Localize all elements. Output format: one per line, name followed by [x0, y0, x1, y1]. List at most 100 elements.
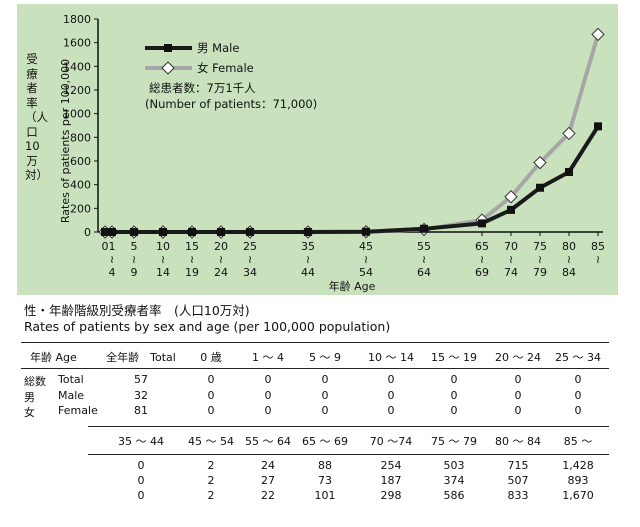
row-label-jp: 男	[24, 391, 35, 404]
table-cell: 0	[207, 389, 215, 402]
row-label-en: Female	[58, 404, 98, 417]
legend-marker-male	[164, 44, 172, 52]
col-header-age: 年齢 Age	[30, 351, 77, 364]
row-label-jp: 女	[24, 406, 35, 419]
y-tick-label: 1800	[63, 13, 91, 26]
table-cell: 893	[567, 474, 589, 487]
point-male	[536, 183, 544, 192]
table-title-en: Rates of patients by sex and age (per 10…	[24, 319, 391, 334]
table-cell: 0	[387, 389, 395, 402]
x-tick-label: 55	[417, 240, 431, 253]
point-female	[504, 190, 518, 204]
point-male	[188, 228, 196, 236]
table-cell: 187	[380, 474, 402, 487]
x-tick-label-end: 34	[243, 266, 257, 279]
point-male	[159, 228, 167, 236]
table-cell: 2	[207, 489, 215, 502]
table-cell: 57	[134, 373, 148, 386]
col-header: 45 ～ 54	[188, 435, 234, 448]
table-cell: 0	[450, 404, 458, 417]
x-tick-label-end: 54	[359, 266, 373, 279]
point-female	[562, 126, 576, 141]
table-cell: 27	[261, 474, 275, 487]
x-tick-range-mark: ≀	[219, 253, 223, 266]
x-axis-label: 年齢 Age	[329, 279, 376, 293]
table-cell: 1,428	[562, 459, 594, 472]
col-header: 1 ～ 4	[252, 351, 284, 364]
col-header: 70 ～74	[369, 435, 413, 448]
y-axis-label-en: Rates of patients per 100,000	[59, 59, 72, 223]
table-cell: 0	[450, 373, 458, 386]
x-tick-label-end: 64	[417, 266, 431, 279]
col-header: 75 ～ 79	[431, 435, 477, 448]
x-tick-label-end: 84	[562, 266, 576, 279]
x-tick-range-mark: ≀	[364, 253, 368, 266]
x-tick-label: 35	[301, 240, 315, 253]
x-tick-range-mark: ≀	[567, 253, 571, 266]
table-cell: 0	[514, 404, 522, 417]
table-cell: 73	[318, 474, 332, 487]
x-tick-label: 80	[562, 240, 576, 253]
x-tick-range-mark: ≀	[190, 253, 194, 266]
row-label-en: Total	[58, 373, 84, 386]
table-cell: 0	[450, 389, 458, 402]
y-tick-label: 1200	[63, 84, 91, 97]
point-male	[420, 224, 428, 233]
x-tick-label: 10	[156, 240, 170, 253]
table-cell: 101	[314, 489, 336, 502]
point-female	[591, 27, 605, 42]
point-male	[565, 168, 573, 177]
table-cell: 586	[443, 489, 465, 502]
col-header: 65 ～ 69	[302, 435, 348, 448]
col-header: 全年齢 Total	[106, 351, 176, 364]
patients-annotation-en: (Number of patients：71,000)	[145, 97, 317, 111]
x-tick-label: 5	[131, 240, 138, 253]
x-tick-range-mark: ≀	[161, 253, 165, 266]
table-cell: 0	[207, 404, 215, 417]
x-tick-range-mark: ≀	[306, 253, 310, 266]
y-tick-label: 1000	[63, 108, 91, 121]
legend-marker-female	[161, 61, 175, 75]
table-cell: 0	[574, 404, 582, 417]
x-tick-label: 15	[185, 240, 199, 253]
table-cell: 715	[507, 459, 529, 472]
x-tick-label: 25	[243, 240, 257, 253]
table-cell: 0	[574, 389, 582, 402]
point-male	[130, 228, 138, 236]
table-cell: 503	[443, 459, 465, 472]
row-label-en: Male	[58, 389, 85, 402]
x-tick-label: 45	[359, 240, 373, 253]
x-tick-label: 65	[475, 240, 489, 253]
point-male	[217, 228, 225, 236]
x-tick-range-mark: ≀	[596, 253, 600, 266]
y-tick-label: 400	[70, 179, 91, 192]
y-tick-label: 1600	[63, 37, 91, 50]
col-header: 20 ～ 24	[495, 351, 541, 364]
col-header: 5 ～ 9	[309, 351, 341, 364]
table-cell: 0	[137, 459, 145, 472]
x-tick-label: 85	[591, 240, 605, 253]
table-cell: 0	[264, 404, 272, 417]
x-tick-label-end: 19	[185, 266, 199, 279]
x-tick-range-mark: ≀	[110, 253, 114, 266]
table-rule-header2	[88, 454, 609, 455]
point-male	[594, 122, 602, 131]
table-cell: 0	[387, 404, 395, 417]
table-cell: 0	[387, 373, 395, 386]
patients-annotation-jp: 総患者数：7万1千人	[149, 81, 256, 95]
table-cell: 2	[207, 474, 215, 487]
y-tick-label: 1400	[63, 60, 91, 73]
y-tick-label: 200	[70, 202, 91, 215]
table-cell: 88	[318, 459, 332, 472]
col-header: 25 ～ 34	[555, 351, 601, 364]
x-tick-range-mark: ≀	[248, 253, 252, 266]
table-cell: 0	[574, 373, 582, 386]
col-header: 15 ～ 19	[431, 351, 477, 364]
y-tick-label: 600	[70, 155, 91, 168]
x-tick-range-mark: ≀	[538, 253, 542, 266]
table-cell: 0	[514, 389, 522, 402]
col-header: 85 ～	[563, 435, 593, 448]
x-tick-range-mark: ≀	[132, 253, 136, 266]
table-cell: 0	[514, 373, 522, 386]
x-tick-label-end: 4	[109, 266, 116, 279]
